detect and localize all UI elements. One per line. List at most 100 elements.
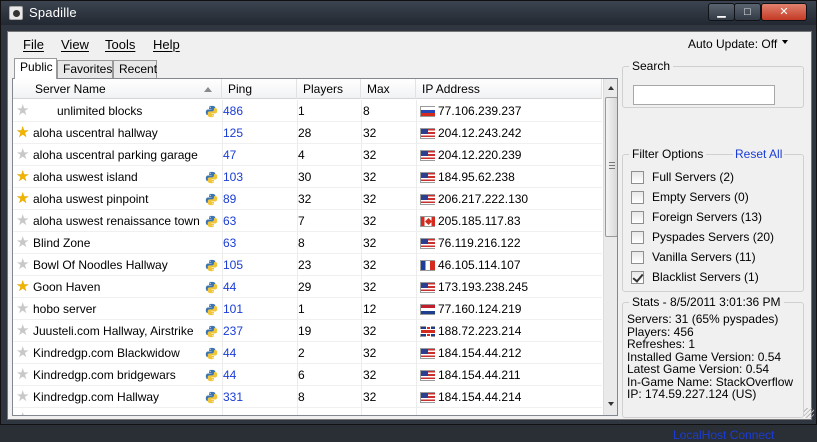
client-area: File View Tools Help Auto Update: Off Pu… — [7, 31, 814, 442]
flag-us-icon — [420, 392, 435, 403]
search-title: Search — [629, 59, 674, 73]
max-cell: 32 — [363, 280, 377, 294]
filter-checkbox[interactable] — [631, 211, 644, 224]
python-icon — [205, 347, 218, 360]
flag-us-icon — [420, 348, 435, 359]
menu-tools[interactable]: Tools — [105, 37, 136, 52]
ip-address-cell: 77.106.239.237 — [438, 104, 522, 118]
column-header-max[interactable]: Max — [361, 79, 416, 99]
filter-checkbox[interactable] — [631, 231, 644, 244]
list-header: Server Name Ping Players Max IP Address — [13, 79, 602, 99]
search-input[interactable] — [633, 85, 775, 105]
table-row[interactable]: ★ Blind Zone 63 8 32 76.119.216.122 — [13, 232, 602, 254]
table-row[interactable]: ★ aloha uscentral hallway 125 28 32 204.12.24… — [13, 122, 602, 144]
ip-address-cell: 184.154.44.211 — [438, 368, 521, 382]
menu-view[interactable]: View — [61, 37, 89, 52]
tab-public[interactable]: Public — [14, 58, 57, 79]
table-row[interactable]: ★ Goon Haven 44 29 32 173.193.238.245 — [13, 276, 602, 298]
table-row[interactable]: ★ aloha uscentral parking garage 47 4 32 204.… — [13, 144, 602, 166]
star-filled-icon[interactable]: ★ — [16, 168, 30, 185]
resize-grip-icon[interactable] — [804, 408, 814, 418]
maximize-button[interactable]: □ — [734, 3, 761, 21]
column-header-ping[interactable]: Ping — [222, 79, 297, 99]
menu-bar: File View Tools Help Auto Update: Off — [8, 32, 811, 56]
python-icon — [205, 105, 218, 118]
star-empty-icon[interactable]: ★ — [16, 388, 30, 405]
table-row[interactable]: ★ Kindredgp.com Blackwidow 44 2 32 184.154.44… — [13, 342, 602, 364]
filter-checkbox[interactable] — [631, 251, 644, 264]
scroll-down-icon[interactable] — [605, 397, 617, 412]
star-empty-icon[interactable]: ★ — [16, 234, 30, 251]
star-filled-icon[interactable]: ★ — [16, 190, 30, 207]
filter-label: Foreign Servers (13) — [652, 210, 763, 224]
filter-option[interactable]: Foreign Servers (13) — [630, 209, 800, 227]
menu-file[interactable]: File — [23, 37, 44, 52]
star-empty-icon[interactable]: ★ — [16, 411, 29, 415]
list-rows: ★ unlimited blocks 486 1 8 77.106.239.237 ★ alo… — [13, 100, 602, 415]
star-empty-icon[interactable]: ★ — [16, 146, 30, 163]
star-empty-icon[interactable]: ★ — [16, 366, 30, 383]
stats-line: Players: 456 — [627, 324, 694, 339]
python-icon — [205, 281, 218, 294]
filter-checkbox[interactable] — [631, 171, 644, 184]
ping-cell: 103 — [223, 170, 244, 184]
table-row[interactable]: ★ hobo server 101 1 12 77.160.124.219 — [13, 298, 602, 320]
ping-cell: 47 — [223, 148, 237, 162]
filter-label: Vanilla Servers (11) — [652, 250, 756, 264]
filter-checkbox[interactable] — [631, 271, 644, 284]
server-list[interactable]: Server Name Ping Players Max IP Address … — [12, 78, 618, 416]
chevron-down-icon — [782, 40, 788, 44]
table-row[interactable]: ★ aloha uswest renaissance town 63 7 32 205.1… — [13, 210, 602, 232]
filter-option[interactable]: Blacklist Servers (1) — [630, 269, 800, 287]
filter-option[interactable]: Empty Servers (0) — [630, 189, 800, 207]
filter-option[interactable]: Pyspades Servers (20) — [630, 229, 800, 247]
column-header-players[interactable]: Players — [297, 79, 361, 99]
table-row[interactable]: ★ Juusteli.com Hallway, Airstrike 237 19 32 1… — [13, 320, 602, 342]
filter-checkbox[interactable] — [631, 191, 644, 204]
column-header-ip-address[interactable]: IP Address — [416, 79, 602, 99]
stats-line: In-Game Name: StackOverflow — [627, 374, 794, 389]
auto-update-dropdown[interactable]: Auto Update: Off — [688, 37, 788, 51]
python-icon — [205, 259, 218, 272]
flag-us-icon — [420, 194, 435, 205]
localhost-connect-link[interactable]: LocalHost Connect — [673, 428, 775, 442]
menu-help[interactable]: Help — [153, 37, 180, 52]
max-cell: 12 — [363, 302, 377, 316]
title-bar[interactable]: Spadille ▁ □ ✕ — [1, 1, 816, 25]
table-row[interactable]: ★ aloha uswest pinpoint 89 32 32 206.217.222.… — [13, 188, 602, 210]
search-group: Search — [622, 59, 804, 108]
star-empty-icon[interactable]: ★ — [16, 322, 30, 339]
table-row[interactable]: ★ Kindredgp.com bridgewars 44 6 32 184.154.44… — [13, 364, 602, 386]
star-empty-icon[interactable]: ★ — [16, 256, 30, 273]
players-cell: 8 — [298, 390, 305, 404]
flag-us-icon — [420, 238, 435, 249]
tab-favorites[interactable]: Favorites — [57, 60, 113, 78]
auto-update-label: Auto Update: Off — [688, 37, 778, 51]
players-cell: 23 — [298, 258, 312, 272]
stats-line: IP: 174.59.227.124 (US) — [627, 387, 757, 401]
star-empty-icon[interactable]: ★ — [16, 344, 30, 361]
minimize-button[interactable]: ▁ — [708, 3, 735, 21]
table-row[interactable]: ★ aloha uswest island 103 30 32 184.95.62.238 — [13, 166, 602, 188]
filter-option[interactable]: Full Servers (2) — [630, 169, 800, 187]
tab-recent[interactable]: Recent — [113, 60, 157, 78]
ip-address-cell: 188.72.223.214 — [438, 324, 522, 338]
star-filled-icon[interactable]: ★ — [16, 278, 30, 295]
column-header-server-name[interactable]: Server Name — [13, 79, 222, 99]
star-empty-icon[interactable]: ★ — [16, 102, 30, 119]
table-row[interactable]: ★ Bowl Of Noodles Hallway 105 23 32 46.105.11… — [13, 254, 602, 276]
scrollbar-thumb[interactable] — [605, 97, 617, 237]
table-row[interactable]: ★ Kindredgp.com Hallway 331 8 32 184.154.44.2… — [13, 386, 602, 408]
ip-address-cell: 184.95.62.238 — [438, 170, 515, 184]
star-filled-icon[interactable]: ★ — [16, 124, 30, 141]
scroll-up-icon[interactable] — [605, 81, 617, 96]
table-row[interactable]: ★ unlimited blocks 486 1 8 77.106.239.237 — [13, 100, 602, 122]
filter-option[interactable]: Vanilla Servers (11) — [630, 249, 800, 267]
max-cell — [363, 408, 413, 415]
vertical-scrollbar[interactable] — [603, 79, 617, 415]
star-empty-icon[interactable]: ★ — [16, 300, 30, 317]
close-button[interactable]: ✕ — [761, 3, 807, 21]
star-empty-icon[interactable]: ★ — [16, 212, 30, 229]
table-row[interactable]: ★ — [13, 408, 602, 415]
reset-all-link[interactable]: Reset All — [733, 147, 785, 161]
